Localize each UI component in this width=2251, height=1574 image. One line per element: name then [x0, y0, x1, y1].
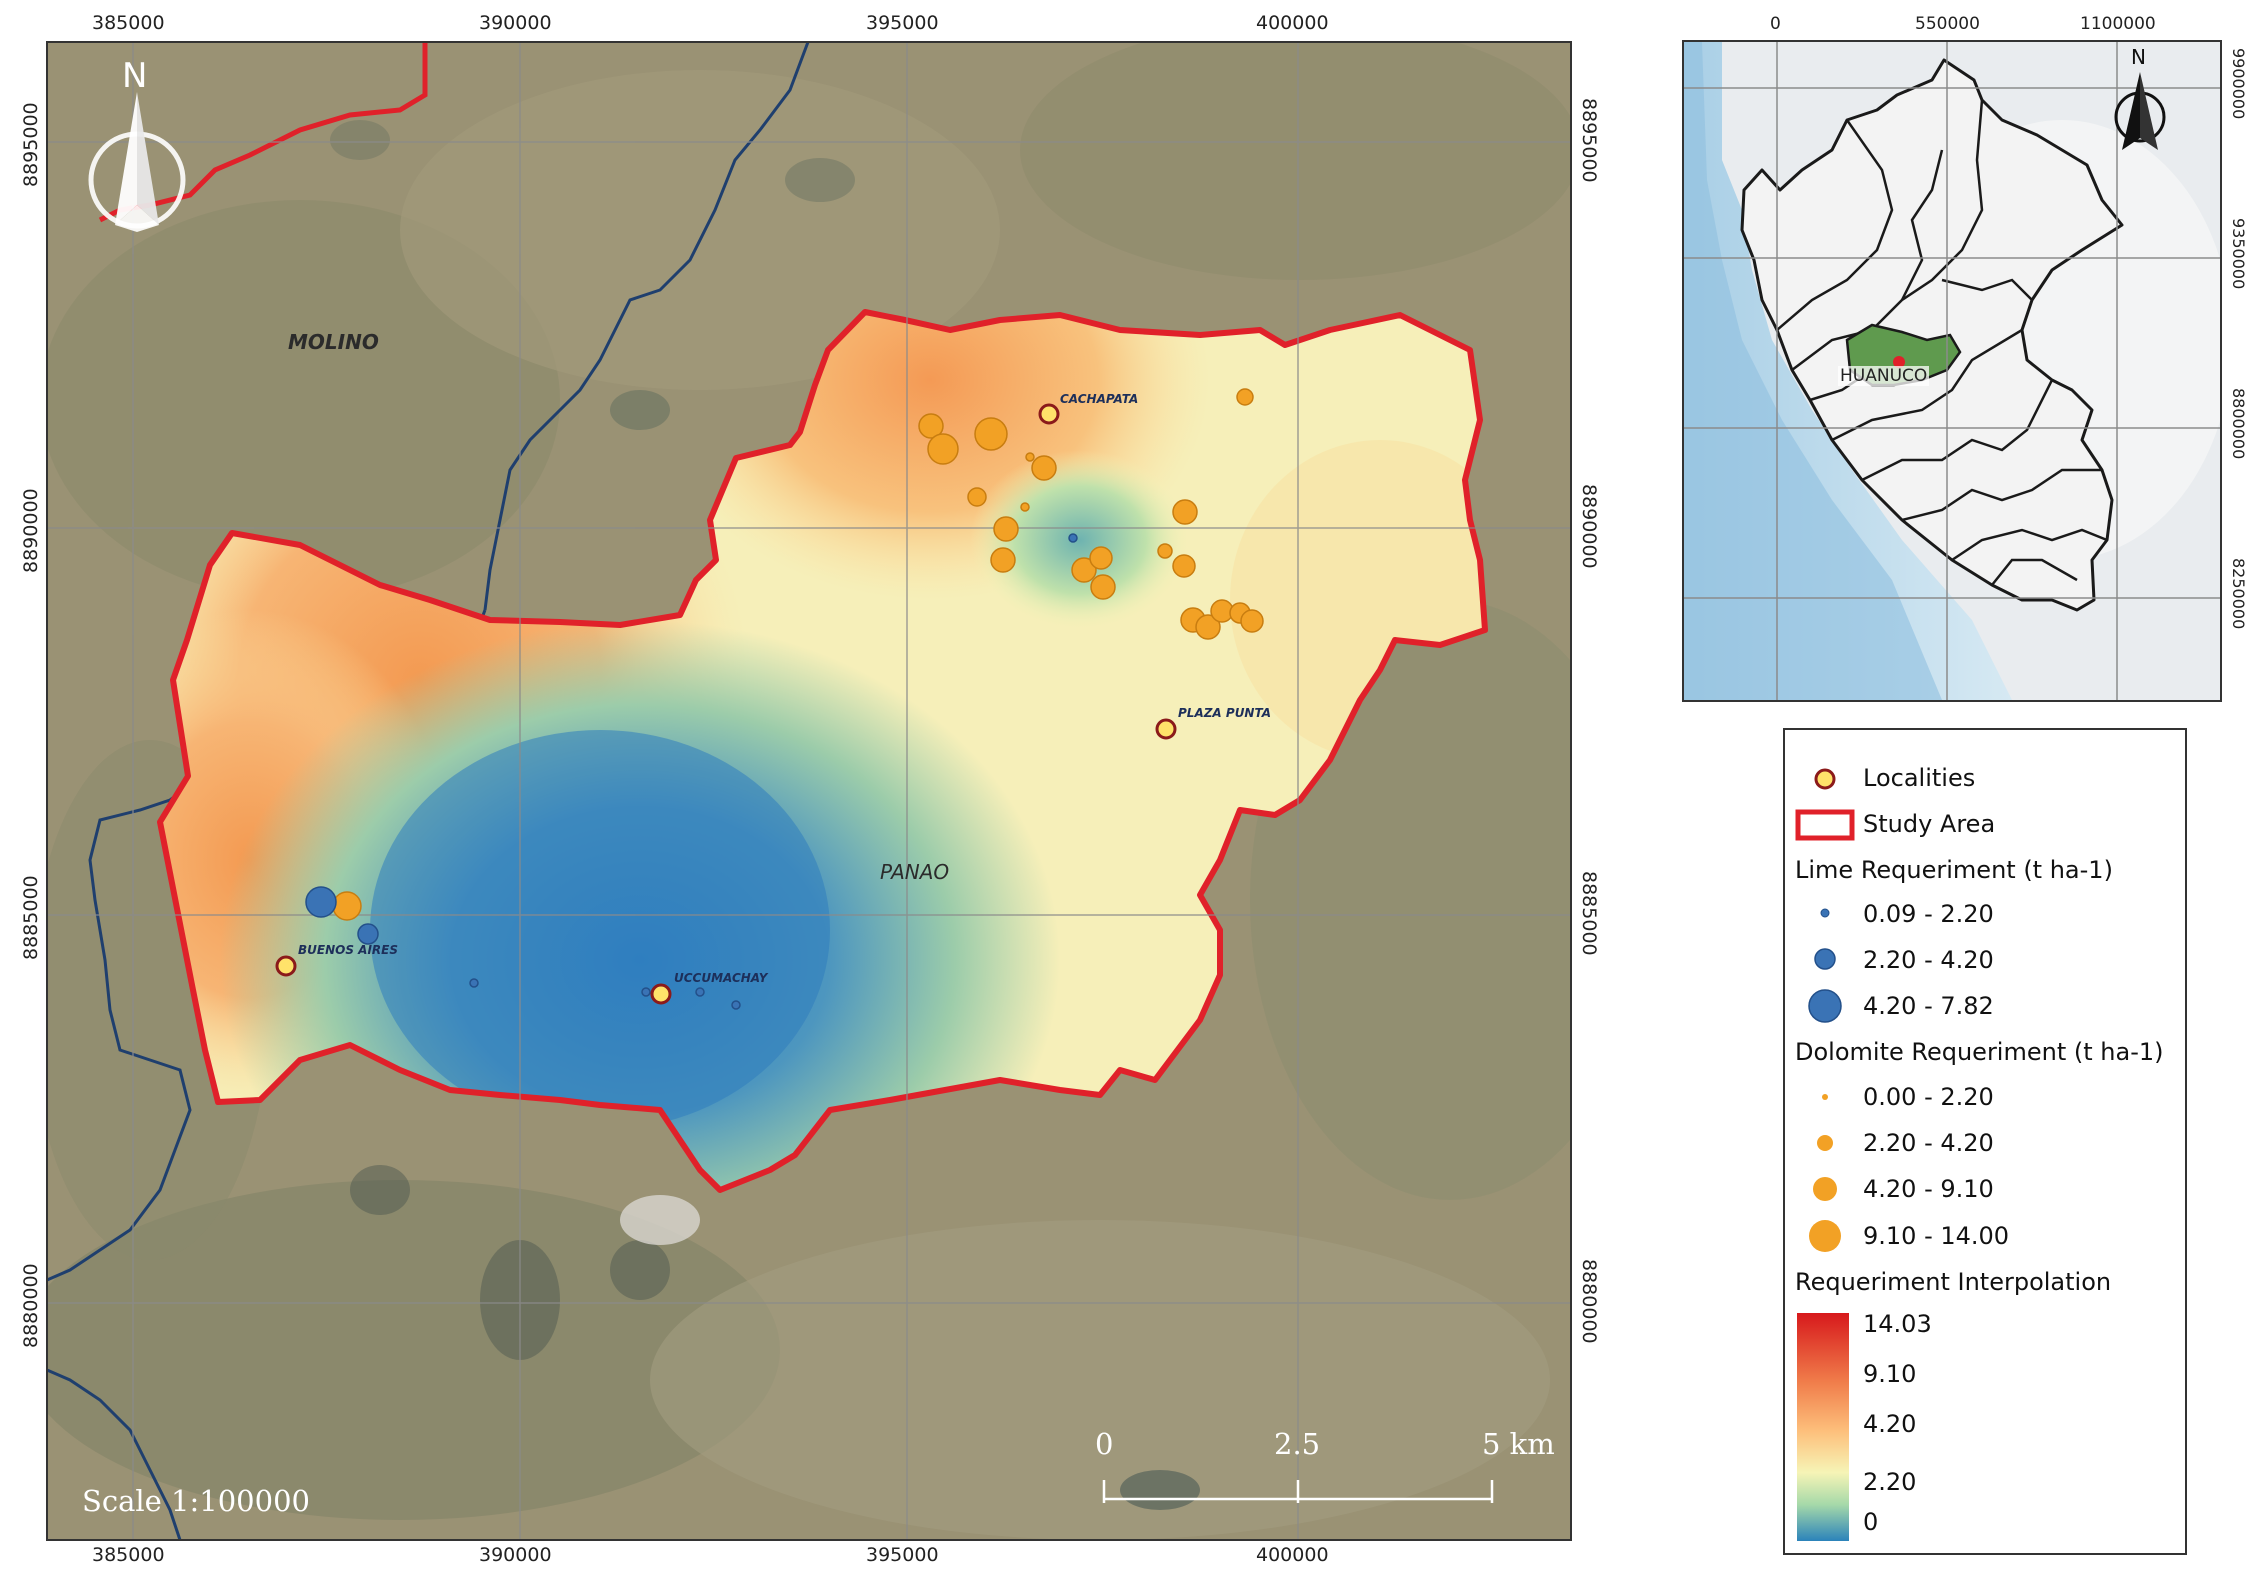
y-tick-left: 8890000 — [20, 488, 42, 573]
dolomite-point — [1157, 543, 1173, 559]
lime-point — [731, 1000, 741, 1010]
scale-label-mid: 2.5 — [1274, 1427, 1321, 1461]
locality-buenos-aires — [275, 955, 297, 977]
localities — [275, 403, 1177, 1005]
place-label-cachapata: CACHAPATA — [1060, 392, 1139, 406]
x-tick-top: 400000 — [1256, 12, 1329, 34]
y-tick-right: 8890000 — [1578, 484, 1600, 569]
inset-x-tick: 1100000 — [2080, 14, 2156, 34]
dolomite-point — [1195, 614, 1221, 640]
y-tick-left: 8880000 — [20, 1263, 42, 1348]
locality-uccumachay — [650, 983, 672, 1005]
lime-point — [357, 923, 379, 945]
north-arrow-icon — [88, 92, 186, 232]
legend-dolomite-title: Dolomite Requeriment (t ha-1) — [1795, 1038, 2164, 1066]
ramp-label: 9.10 — [1863, 1360, 1917, 1388]
dolomite-point — [927, 433, 959, 465]
dolomite-point — [990, 547, 1016, 573]
scale-text: Scale 1:100000 — [82, 1484, 310, 1518]
study-area-outline — [157, 309, 1488, 1193]
x-tick-bottom: 395000 — [866, 1544, 939, 1566]
dolomite-point — [1071, 557, 1097, 583]
scale-bar — [1102, 1480, 1494, 1503]
legend-lime-title: Lime Requeriment (t ha-1) — [1795, 856, 2113, 884]
inset-north-arrow-icon — [2114, 72, 2166, 150]
inset-x-tick: 0 — [1770, 14, 1781, 34]
dolomite-point — [332, 891, 362, 921]
dolomite-point — [1172, 554, 1196, 578]
x-tick-bottom: 385000 — [92, 1544, 165, 1566]
ramp-label: 4.20 — [1863, 1410, 1917, 1438]
dolomite-point — [1172, 499, 1198, 525]
inset-y-tick: 9900000 — [2229, 48, 2248, 120]
lime-point — [469, 978, 479, 988]
x-tick-bottom: 400000 — [1256, 1544, 1329, 1566]
lime-point — [641, 987, 651, 997]
y-tick-right: 8885000 — [1578, 871, 1600, 956]
rivers — [47, 42, 810, 1540]
place-label-panao: PANAO — [880, 860, 950, 884]
locality-plaza-punta — [1155, 718, 1177, 740]
place-label-molino: MOLINO — [288, 330, 379, 354]
dolomite-point — [967, 487, 987, 507]
dolomite-point — [1090, 574, 1116, 600]
place-label-buenos-aires: BUENOS AIRES — [298, 943, 398, 957]
north-label: N — [122, 56, 148, 96]
y-tick-right: 8880000 — [1578, 1259, 1600, 1344]
dolomite-point — [993, 516, 1019, 542]
locality-cachapata — [1038, 403, 1060, 425]
region-boundaries — [1776, 99, 2108, 586]
legend-symbols — [1795, 768, 1855, 1541]
scale-label-0: 0 — [1095, 1427, 1114, 1461]
x-tick-top: 385000 — [92, 12, 165, 34]
study-area-marker — [1893, 356, 1905, 368]
legend: Localities Study Area Lime Requeriment (… — [1783, 728, 2187, 1555]
inset-y-tick: 9350000 — [2229, 218, 2248, 290]
place-label-uccumachay: UCCUMACHAY — [674, 971, 768, 985]
dolomite-point — [918, 413, 944, 439]
inset-y-tick: 8800000 — [2229, 388, 2248, 460]
lime-point — [1068, 533, 1078, 543]
legend-interp-title: Requeriment Interpolation — [1795, 1268, 2112, 1296]
inset-map[interactable] — [1682, 40, 2222, 702]
dolomite-point — [1240, 609, 1264, 633]
y-tick-left: 8885000 — [20, 875, 42, 960]
lime-point — [305, 886, 337, 918]
dolomite-points — [332, 388, 1264, 921]
dolomite-point — [1031, 455, 1057, 481]
dolomite-point — [1020, 502, 1030, 512]
dolomite-point — [1236, 388, 1254, 406]
scale-label-end: 5 km — [1482, 1427, 1555, 1461]
graticule — [47, 42, 1571, 1540]
inset-x-tick: 550000 — [1915, 14, 1980, 34]
inset-y-tick: 8250000 — [2229, 558, 2248, 630]
inset-region-label: HUANUCO — [1838, 366, 1930, 386]
ramp-label: 14.03 — [1863, 1310, 1932, 1338]
x-tick-top: 395000 — [866, 12, 939, 34]
x-tick-bottom: 390000 — [479, 1544, 552, 1566]
dolomite-point — [1089, 546, 1113, 570]
lime-point — [695, 987, 705, 997]
y-tick-left: 8895000 — [20, 102, 42, 187]
x-tick-top: 390000 — [479, 12, 552, 34]
dolomite-point — [974, 417, 1008, 451]
dolomite-point — [1025, 452, 1035, 462]
place-label-plaza-punta: PLAZA PUNTA — [1178, 706, 1272, 720]
lime-points — [305, 533, 1078, 1010]
ramp-label: 2.20 — [1863, 1468, 1917, 1496]
ramp-label: 0 — [1863, 1508, 1879, 1536]
y-tick-right: 8895000 — [1578, 98, 1600, 183]
inset-graticule — [1684, 42, 2220, 700]
inset-north-label: N — [2131, 45, 2146, 69]
